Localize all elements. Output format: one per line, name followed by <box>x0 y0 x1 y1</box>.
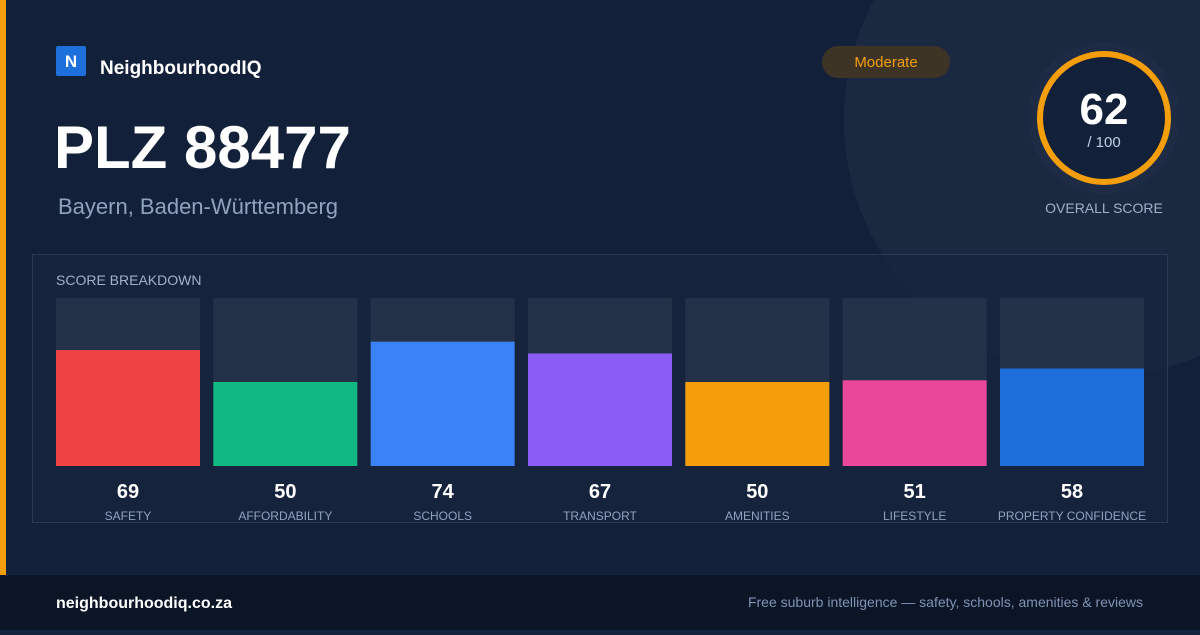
category-label: AFFORDABILITY <box>238 509 332 523</box>
category-label: PROPERTY CONFIDENCE <box>998 509 1146 523</box>
category-label: AMENITIES <box>725 509 790 523</box>
bar <box>999 368 1144 466</box>
score-caption: OVERALL SCORE <box>1045 200 1163 216</box>
footer-bar <box>0 575 1200 630</box>
brand-name: NeighbourhoodIQ <box>100 58 261 79</box>
logo <box>56 46 86 76</box>
chart-title: SCORE BREAKDOWN <box>56 272 201 288</box>
score-out-of: / 100 <box>1087 134 1120 151</box>
bar <box>685 382 830 466</box>
category-label: SCHOOLS <box>413 509 472 523</box>
score-ring <box>1037 51 1171 185</box>
bar <box>56 350 200 466</box>
footer-tagline: Free suburb intelligence — safety, schoo… <box>748 594 1143 610</box>
bar <box>842 380 987 466</box>
logo-letter: N <box>65 52 77 71</box>
category-label: SAFETY <box>105 509 152 523</box>
value-label: 74 <box>432 481 455 503</box>
page-title: PLZ 88477 <box>54 114 351 181</box>
subtitle: Bayern, Baden-Württemberg <box>58 194 338 219</box>
value-label: 50 <box>274 481 296 503</box>
value-label: 67 <box>589 481 611 503</box>
accent-stripe <box>0 0 6 575</box>
bar <box>527 353 672 466</box>
value-label: 51 <box>904 481 926 503</box>
bar <box>370 341 515 466</box>
footer-site: neighbourhoodiq.co.za <box>56 595 232 612</box>
badge <box>822 46 950 78</box>
category-label: TRANSPORT <box>563 509 637 523</box>
badge-text: Moderate <box>854 54 917 71</box>
bar <box>213 382 358 466</box>
score-value: 62 <box>1080 85 1129 134</box>
category-label: LIFESTYLE <box>883 509 946 523</box>
value-label: 69 <box>117 481 139 503</box>
value-label: 58 <box>1061 481 1083 503</box>
value-label: 50 <box>746 481 768 503</box>
